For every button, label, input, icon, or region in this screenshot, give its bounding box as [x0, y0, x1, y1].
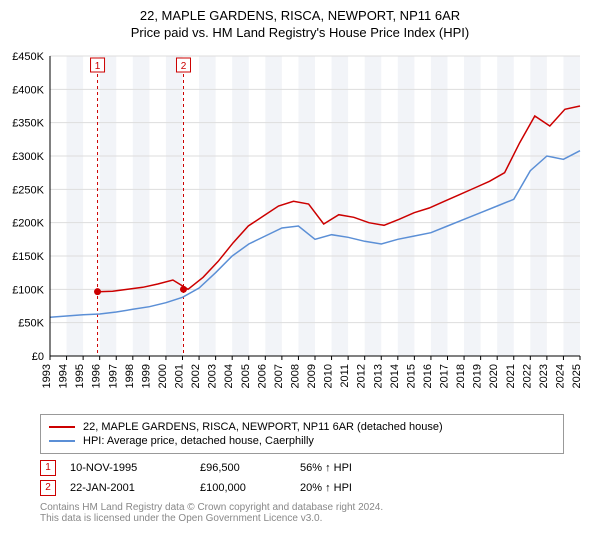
legend-item: HPI: Average price, detached house, Caer… — [49, 435, 555, 447]
svg-text:2001: 2001 — [174, 364, 186, 388]
svg-text:1998: 1998 — [124, 364, 136, 388]
transaction-date: 10-NOV-1995 — [70, 462, 200, 474]
footnotes: Contains HM Land Registry data © Crown c… — [40, 502, 564, 524]
svg-text:£50K: £50K — [18, 318, 44, 330]
svg-text:1993: 1993 — [41, 364, 53, 388]
transaction-marker: 1 — [40, 460, 56, 476]
footnote-licence: This data is licensed under the Open Gov… — [40, 513, 564, 524]
transaction-rows: 1 10-NOV-1995£96,50056% ↑ HPI 2 22-JAN-2001… — [40, 460, 564, 496]
svg-text:2002: 2002 — [190, 364, 202, 388]
svg-text:2010: 2010 — [323, 364, 335, 388]
legend-swatch — [49, 426, 75, 428]
svg-text:2006: 2006 — [256, 364, 268, 388]
title-address: 22, MAPLE GARDENS, RISCA, NEWPORT, NP11 … — [0, 8, 600, 23]
legend-item: 22, MAPLE GARDENS, RISCA, NEWPORT, NP11 … — [49, 421, 555, 433]
svg-text:1: 1 — [95, 61, 101, 72]
svg-text:2018: 2018 — [455, 364, 467, 388]
legend-swatch — [49, 440, 75, 442]
svg-text:1997: 1997 — [107, 364, 119, 388]
legend: 22, MAPLE GARDENS, RISCA, NEWPORT, NP11 … — [40, 414, 564, 454]
svg-text:£150K: £150K — [12, 251, 44, 263]
svg-text:2016: 2016 — [422, 364, 434, 388]
svg-text:1995: 1995 — [74, 364, 86, 388]
svg-text:£200K: £200K — [12, 218, 44, 230]
transaction-price: £96,500 — [200, 462, 300, 474]
svg-text:2019: 2019 — [472, 364, 484, 388]
transaction-date: 22-JAN-2001 — [70, 482, 200, 494]
svg-text:£450K: £450K — [12, 51, 44, 63]
svg-text:£350K: £350K — [12, 118, 44, 130]
svg-text:2020: 2020 — [488, 364, 500, 388]
chart-titles: 22, MAPLE GARDENS, RISCA, NEWPORT, NP11 … — [0, 0, 600, 40]
svg-text:2008: 2008 — [289, 364, 301, 388]
svg-text:2021: 2021 — [505, 364, 517, 388]
svg-text:£400K: £400K — [12, 84, 44, 96]
svg-text:£300K: £300K — [12, 151, 44, 163]
legend-label: HPI: Average price, detached house, Caer… — [83, 435, 314, 447]
svg-text:2025: 2025 — [571, 364, 583, 388]
footnote-copyright: Contains HM Land Registry data © Crown c… — [40, 502, 564, 513]
svg-text:2007: 2007 — [273, 364, 285, 388]
svg-text:2011: 2011 — [339, 364, 351, 388]
svg-text:1996: 1996 — [91, 364, 103, 388]
svg-text:£250K: £250K — [12, 184, 44, 196]
svg-text:1999: 1999 — [140, 364, 152, 388]
transaction-vs-hpi: 20% ↑ HPI — [300, 482, 420, 494]
price-chart: £0 £50K £100K £150K £200K £250K £300K £350K £400… — [0, 46, 600, 406]
svg-text:2004: 2004 — [223, 364, 235, 388]
svg-text:2014: 2014 — [389, 364, 401, 388]
svg-text:2013: 2013 — [372, 364, 384, 388]
chart-area: £0 £50K £100K £150K £200K £250K £300K £350K £400… — [0, 46, 600, 406]
legend-label: 22, MAPLE GARDENS, RISCA, NEWPORT, NP11 … — [83, 421, 443, 433]
svg-text:2003: 2003 — [207, 364, 219, 388]
svg-text:2024: 2024 — [554, 364, 566, 388]
svg-text:2000: 2000 — [157, 364, 169, 388]
transaction-row: 1 10-NOV-1995£96,50056% ↑ HPI — [40, 460, 564, 476]
svg-text:£0: £0 — [32, 351, 44, 363]
title-subtitle: Price paid vs. HM Land Registry's House … — [0, 25, 600, 40]
svg-text:2015: 2015 — [405, 364, 417, 388]
svg-text:2022: 2022 — [521, 364, 533, 388]
svg-text:1994: 1994 — [58, 364, 70, 388]
svg-text:2: 2 — [181, 61, 187, 72]
svg-text:2012: 2012 — [356, 364, 368, 388]
transaction-vs-hpi: 56% ↑ HPI — [300, 462, 420, 474]
transaction-row: 2 22-JAN-2001£100,00020% ↑ HPI — [40, 480, 564, 496]
svg-text:£100K: £100K — [12, 284, 44, 296]
transaction-marker: 2 — [40, 480, 56, 496]
svg-text:2017: 2017 — [439, 364, 451, 388]
svg-text:2009: 2009 — [306, 364, 318, 388]
svg-text:2005: 2005 — [240, 364, 252, 388]
transaction-price: £100,000 — [200, 482, 300, 494]
svg-text:2023: 2023 — [538, 364, 550, 388]
